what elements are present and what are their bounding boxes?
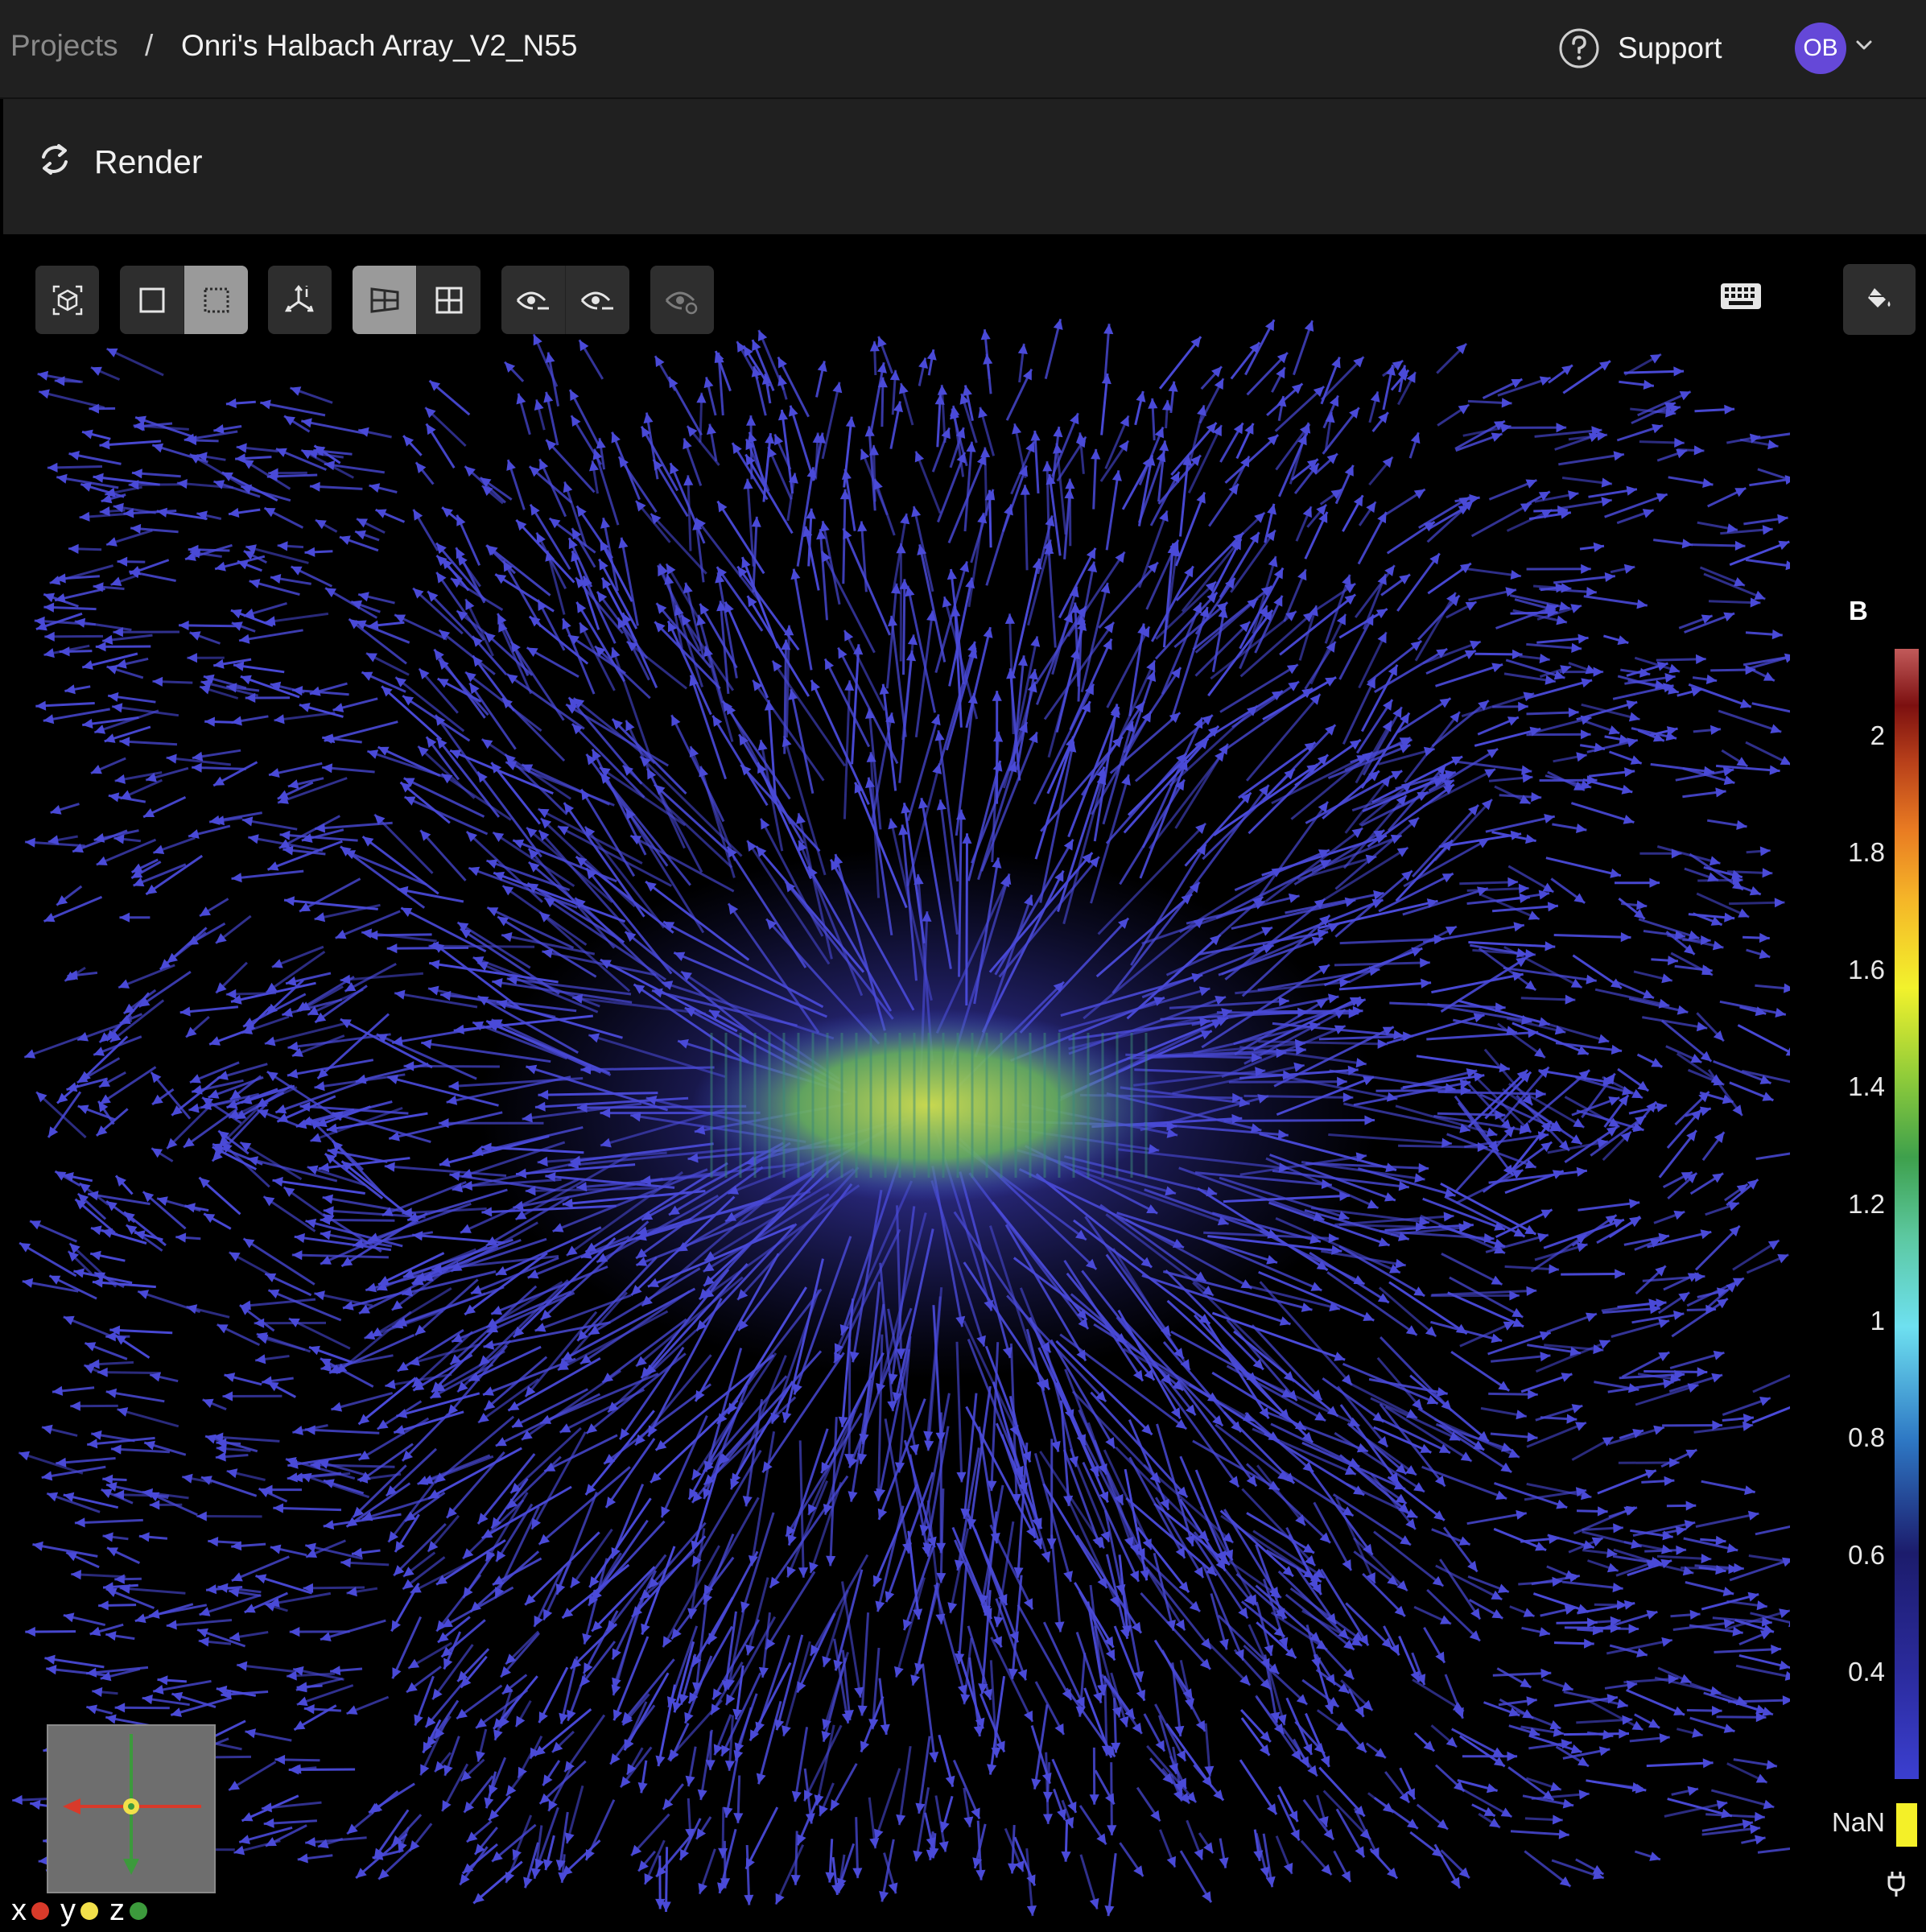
grid-4-button[interactable] [416, 266, 480, 334]
help-circle-icon [1559, 28, 1599, 68]
orientation-widget[interactable] [47, 1724, 216, 1893]
render-label[interactable]: Render [94, 143, 203, 180]
toolbar-group-select [120, 266, 248, 334]
eye-show-icon [580, 291, 613, 309]
box-select-button[interactable] [120, 266, 184, 334]
paint-bucket-button[interactable] [1843, 264, 1916, 335]
colorbar-tick-label: 0.8 [1848, 1422, 1885, 1452]
colorbar-title: B [1849, 596, 1868, 625]
toolbar-group-reset [35, 266, 99, 334]
eye-refresh-icon [665, 291, 697, 314]
dashed-select-icon [204, 287, 229, 312]
axes-triad-icon [284, 284, 314, 312]
render-bar: Render [3, 99, 1926, 234]
breadcrumb-projects-link[interactable]: Projects [10, 29, 118, 62]
layout-split-icon [370, 287, 398, 313]
colorbar-tick-label: 0.6 [1848, 1540, 1885, 1570]
keyboard-icon[interactable] [1719, 280, 1763, 312]
refresh-visibility-button[interactable] [650, 266, 714, 334]
support-label: Support [1618, 31, 1722, 64]
toolbar-group-axes [268, 266, 332, 334]
viewport-3d[interactable] [3, 236, 1926, 1932]
axes-legend: x y z [11, 1893, 159, 1928]
dashed-select-button[interactable] [184, 266, 248, 334]
top-bar: Projects / Onri's Halbach Array_V2_N55 S… [0, 0, 1926, 99]
colorbar [1895, 649, 1919, 1779]
colorbar-tick-label: 0.4 [1848, 1657, 1885, 1686]
layout-split-button[interactable] [353, 266, 416, 334]
nan-label: NaN [1831, 1807, 1885, 1837]
user-avatar[interactable]: OB [1795, 23, 1846, 74]
toolbar-group-layout [353, 266, 480, 334]
refresh-icon[interactable] [37, 139, 72, 180]
reset-view-button[interactable] [35, 266, 99, 334]
colorbar-tick-label: 1.6 [1848, 955, 1885, 985]
avatar-initials: OB [1803, 35, 1838, 61]
show-button[interactable] [565, 266, 629, 334]
colorbar-tick-label: 1.8 [1848, 837, 1885, 867]
chevron-down-icon[interactable] [1853, 34, 1875, 56]
hide-button[interactable] [501, 266, 565, 334]
nan-swatch [1896, 1803, 1917, 1847]
x-axis-label: x [11, 1893, 27, 1927]
colorbar-tick-label: 1 [1870, 1306, 1885, 1335]
vector-field-plot[interactable] [3, 236, 1790, 1932]
colorbar-tick-label: 1.2 [1848, 1189, 1885, 1219]
orientation-axes [63, 1734, 201, 1875]
eye-hide-icon [516, 291, 549, 309]
breadcrumb-separator: / [145, 29, 154, 62]
colorbar-tick-label: 1.4 [1848, 1071, 1885, 1101]
y-axis-dot [80, 1901, 98, 1920]
x-axis-dot [31, 1901, 49, 1920]
grid-4-icon [435, 287, 462, 313]
box-select-icon [139, 287, 164, 312]
paint-bucket-icon [1868, 288, 1891, 308]
colorbar-tick-label: 2 [1870, 720, 1885, 750]
toolbar-group-refresh-visibility [650, 266, 714, 334]
z-axis-dot [130, 1901, 147, 1920]
y-axis-label: y [60, 1893, 76, 1927]
axes-triad-button[interactable] [268, 266, 332, 334]
breadcrumb-current-project: Onri's Halbach Array_V2_N55 [181, 29, 578, 62]
magnet-array-segments [710, 1033, 1148, 1178]
z-axis-label: z [109, 1893, 125, 1927]
toolbar-group-visibility [501, 266, 629, 334]
plug-icon[interactable] [1886, 1869, 1907, 1898]
field-arrows [12, 318, 1790, 1917]
support-button[interactable]: Support [1558, 24, 1722, 72]
reset-view-icon [52, 285, 82, 315]
